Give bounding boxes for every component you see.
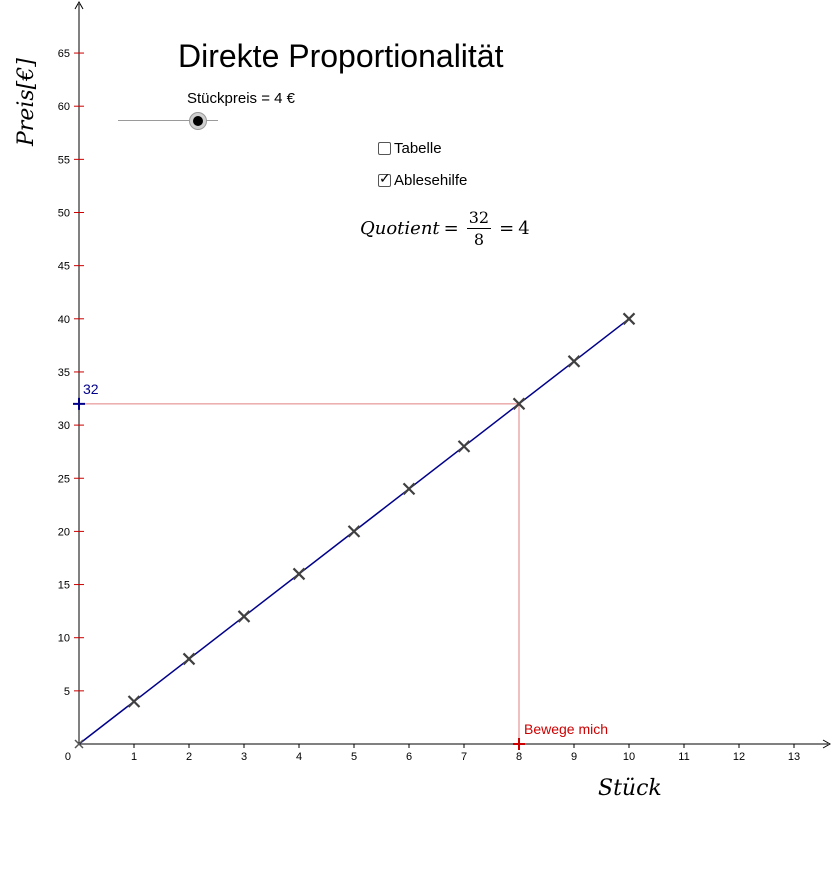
origin-point-marker [74,739,84,749]
checkbox-tabelle[interactable]: Tabelle [378,140,442,157]
x-tick-label: 6 [406,751,412,763]
y-tick-label: 60 [58,101,70,113]
equals-sign: = [499,218,515,239]
x-tick-label: 5 [351,751,357,763]
x-tick-label: 2 [186,751,192,763]
data-point [622,312,636,326]
y-tick-label: 10 [58,633,70,645]
origin-label: 0 [65,751,71,763]
x-tick-label: 12 [733,751,745,763]
y-tick-label: 25 [58,473,70,485]
movable-point[interactable] [513,738,525,750]
x-tick-label: 11 [678,751,689,763]
equals-sign: = [443,218,459,239]
quotient-lhs: Quotient [360,218,440,239]
unit-price-slider[interactable] [118,110,220,132]
data-point [347,525,361,538]
data-point [567,355,581,368]
reading-point-label: 32 [83,381,99,397]
reading-point [73,397,85,410]
data-point [292,567,306,581]
x-tick-label: 9 [571,751,577,763]
data-point [402,482,416,496]
quotient-numerator: 32 [466,208,492,229]
checkmark-icon: ✓ [379,170,391,186]
x-tick-label: 4 [296,751,302,763]
x-tick-label: 7 [461,751,467,763]
y-axis-arrow-icon [74,0,84,10]
slider-knob[interactable] [189,112,207,130]
data-point [237,610,251,623]
x-tick-label: 13 [788,751,800,763]
y-tick-label: 5 [64,686,70,698]
quotient-fraction: 32 8 [466,208,492,249]
data-point [512,397,526,411]
y-tick-label: 40 [58,314,70,326]
x-tick-label: 3 [241,751,247,763]
y-tick-label: 55 [58,154,70,166]
movable-point-label: Bewege mich [524,721,608,737]
checkbox-ablesehilfe-box[interactable]: ✓ [378,170,391,187]
y-tick-label: 15 [58,580,70,592]
slider-track[interactable] [118,120,218,121]
data-point [457,440,471,453]
y-tick-label: 45 [58,261,70,273]
x-axis-arrow-icon [822,739,832,749]
checkbox-tabelle-label: Tabelle [394,140,442,157]
slider-label: Stückpreis = 4 € [187,90,295,107]
quotient-formula: Quotient = 32 8 = 4 [360,208,530,249]
y-tick-label: 50 [58,208,70,220]
checkbox-ablesehilfe[interactable]: ✓ Ablesehilfe [378,170,468,189]
y-tick-label: 65 [58,48,70,60]
x-tick-label: 8 [516,751,522,763]
y-tick-label: 35 [58,367,70,379]
slider-knob-center [193,116,203,126]
data-point [182,652,196,666]
checkbox-tabelle-box[interactable] [378,142,391,155]
y-tick-label: 30 [58,420,70,432]
x-axis-label: Stück [598,776,662,801]
checkbox-ablesehilfe-label: Ablesehilfe [394,172,468,189]
x-tick-label: 10 [623,751,635,763]
page-title: Direkte Proportionalität [178,38,504,74]
x-tick-label: 1 [131,751,137,763]
y-tick-label: 20 [58,526,70,538]
data-point [127,695,141,708]
y-axis-label: Preis[€] [14,58,39,146]
quotient-denominator: 8 [473,230,485,249]
quotient-result: 4 [518,218,530,239]
